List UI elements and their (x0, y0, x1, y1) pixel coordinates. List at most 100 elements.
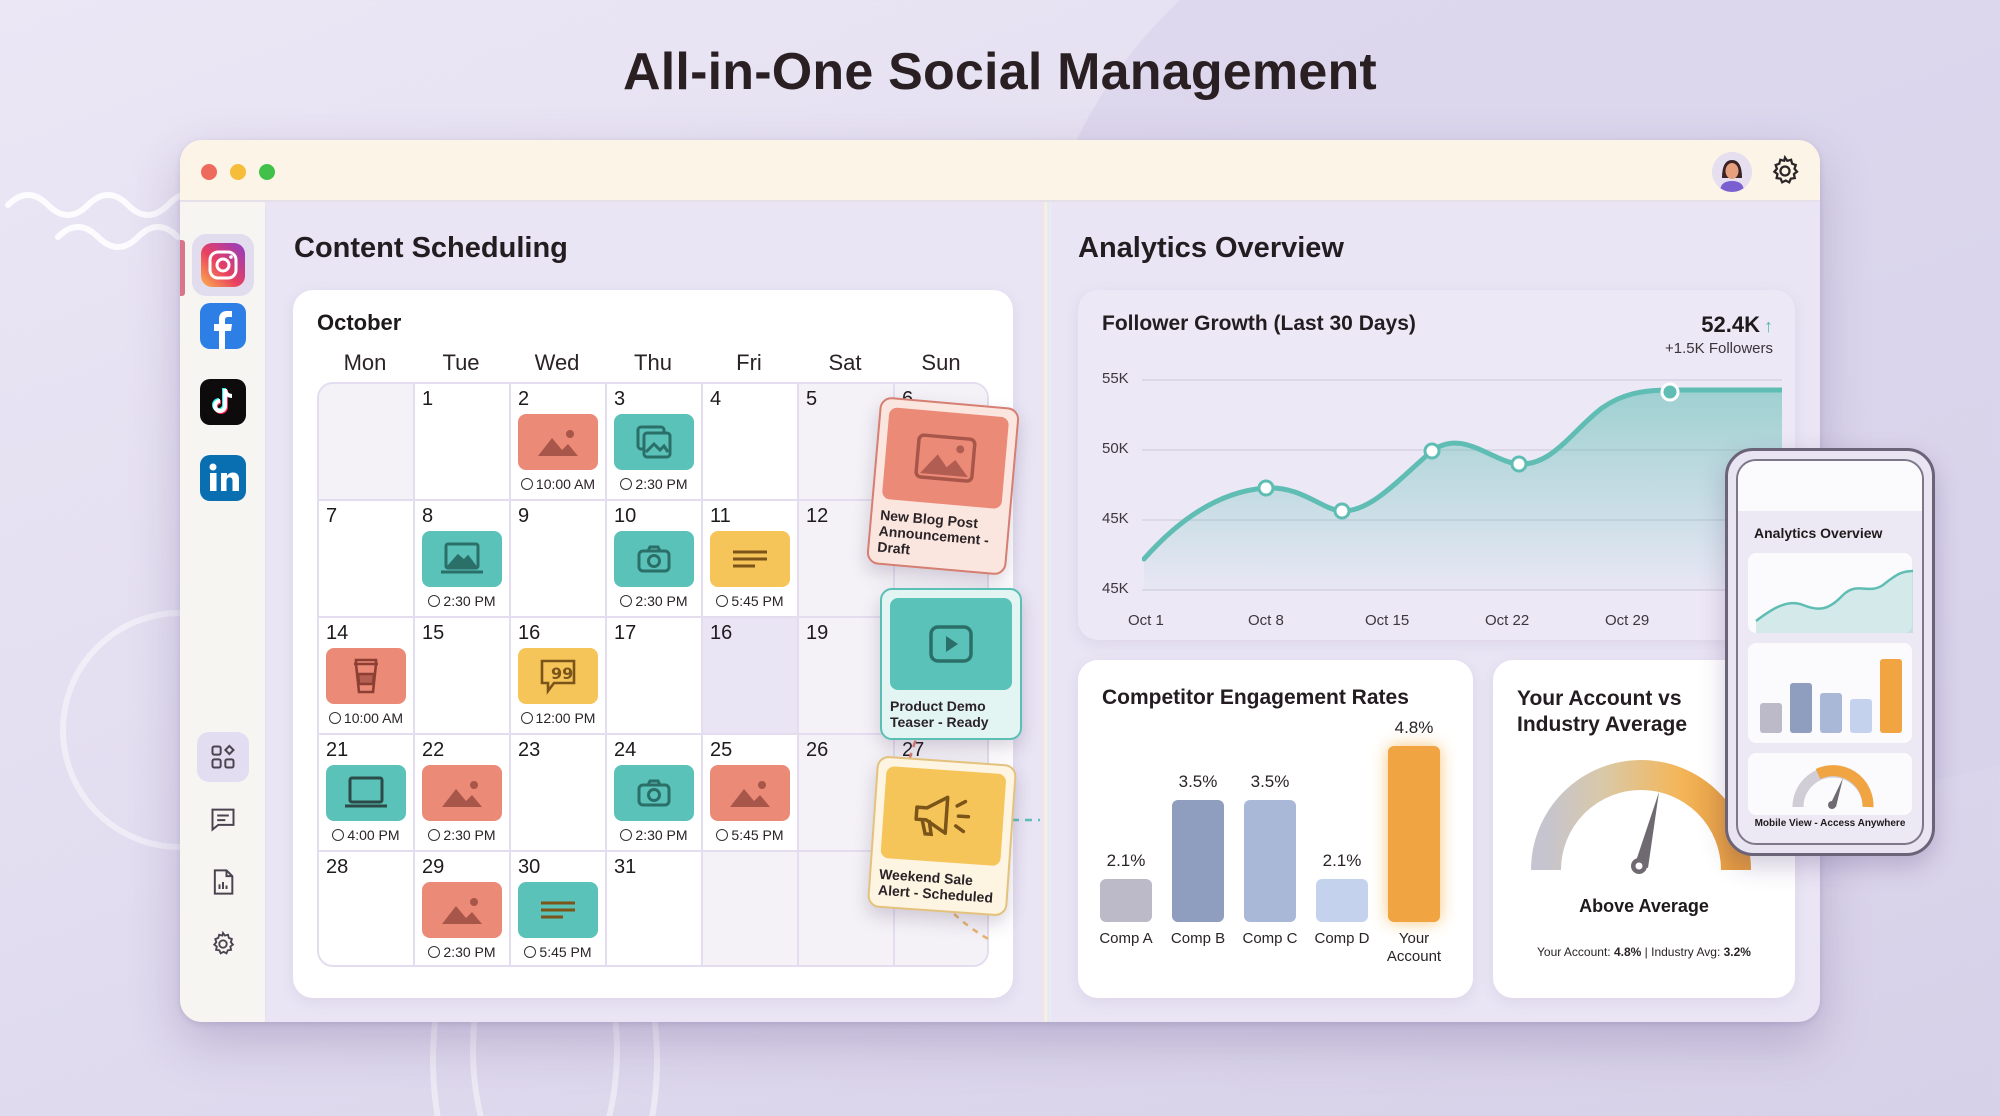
sidebar-item-facebook[interactable] (197, 300, 249, 352)
post-time-text: 2:30 PM (443, 827, 496, 843)
user-avatar-icon[interactable] (1712, 152, 1752, 192)
scheduled-post-thumbnail[interactable] (614, 531, 694, 587)
scheduled-post-thumbnail[interactable] (614, 765, 694, 821)
bar[interactable] (1172, 800, 1224, 922)
bar[interactable] (1388, 746, 1440, 922)
scheduled-post-thumbnail[interactable] (326, 765, 406, 821)
scheduled-post-thumbnail[interactable] (422, 765, 502, 821)
scheduled-post-thumbnail[interactable] (422, 882, 502, 938)
calendar-day-cell[interactable]: 10 2:30 PM (607, 501, 703, 618)
scheduled-post-thumbnail[interactable]: 99 (518, 648, 598, 704)
coffee-cup-icon (351, 656, 381, 696)
calendar-day-cell[interactable]: 16 (703, 618, 799, 735)
industry-avg-label: Industry Avg: (1651, 945, 1724, 959)
sidebar-item-settings[interactable] (197, 919, 249, 969)
calendar-day-cell[interactable]: 7 (319, 501, 415, 618)
day-of-week-header: Tue (442, 350, 480, 375)
laptop-image-icon (438, 541, 486, 577)
clock-icon (332, 829, 345, 841)
calendar-day-cell[interactable]: 25 5:45 PM (703, 735, 799, 852)
calendar-day-cell[interactable]: 29 2:30 PM (415, 852, 511, 965)
separator: | (1644, 945, 1648, 959)
calendar-day-cell[interactable]: 8 2:30 PM (415, 501, 511, 618)
scheduled-post-thumbnail[interactable] (518, 882, 598, 938)
active-indicator (180, 240, 185, 296)
day-number: 29 (422, 856, 445, 878)
scheduled-post-thumbnail[interactable] (422, 531, 502, 587)
scheduled-post-thumbnail[interactable] (614, 414, 694, 470)
message-icon (211, 808, 235, 832)
calendar-day-cell[interactable]: 31 (607, 852, 703, 965)
minimize-window-button[interactable] (230, 164, 246, 180)
post-time-text: 2:30 PM (443, 944, 496, 960)
clock-icon (620, 478, 633, 490)
day-number: 27 (902, 739, 925, 761)
calendar-day-cell[interactable]: 1 (415, 384, 511, 501)
calendar-day-cell[interactable]: 11 5:45 PM (703, 501, 799, 618)
calendar-day-cell[interactable]: 24 2:30 PM (607, 735, 703, 852)
post-time-text: 10:00 AM (343, 710, 404, 726)
bar[interactable] (1100, 879, 1152, 922)
close-window-button[interactable] (201, 164, 217, 180)
post-time: 2:30 PM (415, 827, 509, 843)
calendar-day-cell[interactable] (319, 384, 415, 501)
performance-gauge (1531, 760, 1751, 874)
bar-category-label: Comp B (1170, 930, 1226, 947)
post-time: 5:45 PM (703, 593, 797, 609)
calendar-day-cell[interactable]: 4 (703, 384, 799, 501)
scheduled-post-thumbnail[interactable] (710, 531, 790, 587)
calendar-day-cell[interactable]: 9 (511, 501, 607, 618)
x-axis-label: Oct 15 (1365, 612, 1410, 629)
sidebar-item-reports[interactable] (197, 857, 249, 907)
clock-icon (524, 946, 537, 958)
app-window: Content Scheduling October Mon Tue Wed Thu F… (180, 140, 1820, 1022)
calendar-day-cell[interactable]: 3 2:30 PM (607, 384, 703, 501)
day-number: 9 (518, 505, 530, 527)
sidebar-item-instagram[interactable] (192, 234, 254, 296)
scheduled-post-thumbnail[interactable] (710, 765, 790, 821)
floating-post-card[interactable]: Product Demo Teaser - Ready (880, 588, 1022, 740)
floating-post-card[interactable]: Weekend Sale Alert - Scheduled (866, 755, 1018, 917)
calendar-day-cell[interactable]: 28 (319, 852, 415, 965)
post-time: 2:30 PM (607, 827, 701, 843)
calendar-day-cell[interactable]: 14 10:00 AM (319, 618, 415, 735)
scheduled-post-thumbnail[interactable] (518, 414, 598, 470)
post-time-text: 2:30 PM (635, 593, 688, 609)
bar[interactable] (1244, 800, 1296, 922)
day-of-week-header: Mon (343, 350, 387, 375)
calendar-day-cell[interactable]: 16 99 12:00 PM (511, 618, 607, 735)
day-number: 17 (614, 622, 637, 644)
sidebar-item-dashboard[interactable] (197, 732, 249, 782)
sidebar-item-messages[interactable] (197, 794, 249, 844)
gauge-title-line: Your Account vs (1517, 687, 1682, 710)
calendar-day-cell[interactable]: 15 (415, 618, 511, 735)
calendar-day-cell[interactable]: 2 10:00 AM (511, 384, 607, 501)
maximize-window-button[interactable] (259, 164, 275, 180)
calendar-day-cell[interactable]: 30 5:45 PM (511, 852, 607, 965)
bar-value-label: 4.8% (1394, 718, 1434, 737)
clock-icon (428, 829, 441, 841)
panel-divider[interactable] (1043, 202, 1051, 1022)
calendar-day-cell[interactable]: 22 2:30 PM (415, 735, 511, 852)
floating-post-card[interactable]: New Blog Post Announcement - Draft (865, 396, 1021, 576)
bar[interactable] (1316, 879, 1368, 922)
clock-icon (716, 595, 729, 607)
calendar-day-cell[interactable]: 23 (511, 735, 607, 852)
sidebar-item-tiktok[interactable] (197, 376, 249, 428)
y-axis-label: 55K (1102, 370, 1129, 387)
scheduled-post-thumbnail[interactable] (326, 648, 406, 704)
sidebar (180, 202, 266, 1022)
mobile-preview: Analytics Overview Mobile View - Access … (1725, 448, 1935, 856)
calendar-day-cell[interactable]: 17 (607, 618, 703, 735)
gauge-title: Your Account vs Industry Average (1517, 686, 1687, 738)
post-thumbnail (880, 765, 1007, 867)
day-of-week-header: Sun (921, 350, 961, 375)
day-number: 30 (518, 856, 541, 878)
calendar-day-cell[interactable] (703, 852, 799, 965)
calendar-day-cell[interactable]: 21 4:00 PM (319, 735, 415, 852)
apps-grid-icon (211, 744, 235, 769)
post-time-text: 4:00 PM (347, 827, 400, 843)
sidebar-item-linkedin[interactable] (197, 452, 249, 504)
settings-gear-icon[interactable] (1768, 154, 1802, 188)
post-time: 2:30 PM (415, 593, 509, 609)
